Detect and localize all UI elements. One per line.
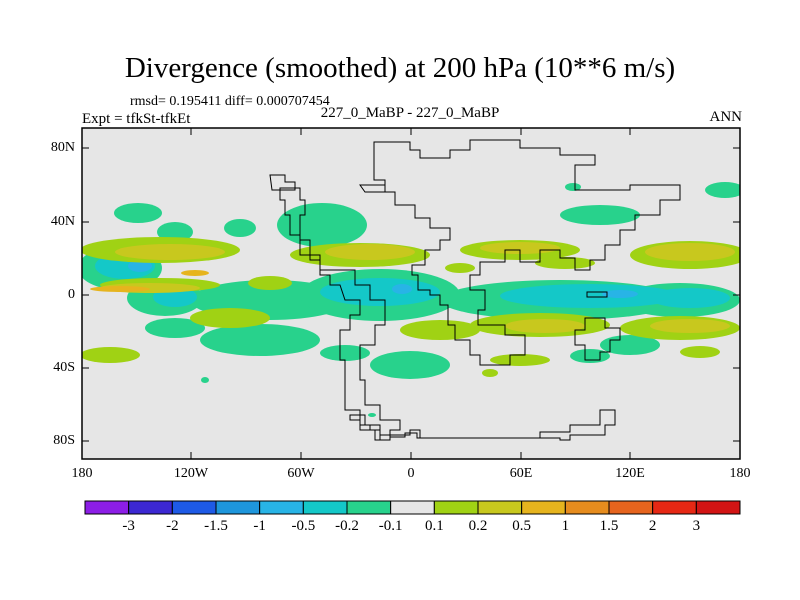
x-tick-label: 60E — [509, 466, 533, 481]
colorbar-label: -1.5 — [204, 518, 228, 534]
negative-mid-regions — [95, 253, 730, 308]
y-tick-label: 80N — [50, 140, 75, 155]
colorbar-swatch — [608, 500, 654, 515]
colorbar-swatch — [259, 500, 304, 515]
continent-outlines — [269, 139, 681, 441]
case-label: 227_0_MaBP - 227_0_MaBP — [320, 105, 500, 121]
island-outline — [586, 291, 608, 298]
colorbar-label: -0.2 — [335, 518, 359, 534]
colorbar-label: 0.1 — [424, 518, 444, 534]
colorbar-swatch — [390, 500, 435, 515]
colorbar-swatch — [302, 500, 348, 515]
y-tick-label: 80S — [53, 433, 75, 448]
x-tick-label: 180 — [71, 466, 93, 481]
x-tick-label: 120E — [615, 466, 645, 481]
axis-ticks — [82, 128, 740, 459]
negative-strong-regions — [128, 260, 638, 298]
colorbar-label: 0.2 — [468, 518, 488, 534]
y-tick-label: 40S — [53, 360, 75, 375]
divergence-field — [82, 182, 740, 417]
x-tick-label: 120W — [173, 466, 209, 481]
season-label: ANN — [709, 109, 743, 125]
colorbar-swatch — [477, 500, 523, 515]
colorbar-swatch — [171, 500, 217, 515]
y-tick-label: 0 — [68, 287, 75, 302]
colorbar-label: -1 — [253, 518, 266, 534]
arctic-outline — [269, 174, 296, 191]
australia-outline — [574, 317, 621, 361]
plot-title: Divergence (smoothed) at 200 hPa (10**6 … — [124, 52, 676, 84]
colorbar-swatch — [215, 500, 261, 515]
colorbar — [84, 500, 741, 515]
colorbar-swatch — [521, 500, 566, 515]
colorbar-swatch — [346, 500, 392, 515]
colorbar-swatch — [564, 500, 610, 515]
colorbar-swatch — [652, 500, 697, 515]
colorbar-label: 1 — [561, 518, 570, 534]
colorbar-swatch — [695, 500, 741, 515]
colorbar-swatch — [84, 500, 130, 515]
colorbar-label: -0.1 — [378, 518, 403, 534]
x-tick-label: 0 — [407, 466, 415, 481]
positive-strong-regions — [90, 270, 209, 292]
colorbar-label: -2 — [166, 518, 179, 534]
colorbar-label: 1.5 — [599, 518, 619, 534]
colorbar-swatch — [433, 500, 479, 515]
experiment-label: Expt = tfkSt-tfkEt — [82, 111, 191, 127]
y-tick-label: 40N — [50, 214, 75, 229]
eurasia-africa-outline — [373, 139, 681, 366]
x-tick-label: 180 — [729, 466, 751, 481]
colorbar-label: -0.5 — [291, 518, 316, 534]
colorbar-label: 3 — [692, 518, 701, 534]
antarctica-outline — [349, 409, 616, 441]
colorbar-label: -3 — [122, 518, 135, 534]
colorbar-label: 0.5 — [512, 518, 532, 534]
greenland-outline — [359, 184, 386, 193]
colorbar-label: 2 — [648, 518, 657, 534]
x-tick-label: 60W — [287, 466, 315, 481]
stats-text: rmsd= 0.195411 diff= 0.000707454 — [130, 94, 330, 109]
colorbar-swatch — [128, 500, 173, 515]
